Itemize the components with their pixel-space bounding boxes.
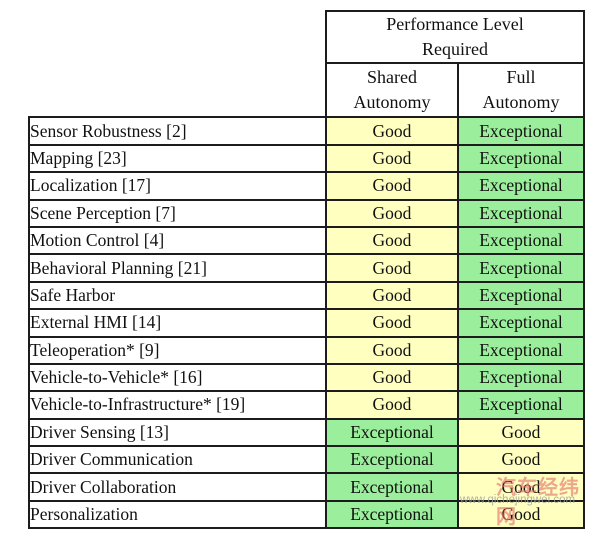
- table-row: Safe Harbor Good Exceptional: [28, 280, 585, 311]
- table-row: Vehicle-to-Vehicle* [16] Good Exceptiona…: [28, 362, 585, 393]
- shared-autonomy-cell: Good: [325, 362, 459, 393]
- shared-autonomy-cell: Good: [325, 198, 459, 228]
- table-row: Driver Communication Exceptional Good: [28, 445, 585, 475]
- full-autonomy-cell: Exceptional: [457, 225, 585, 256]
- full-autonomy-cell: Exceptional: [457, 143, 585, 174]
- capability-label: External HMI [14]: [28, 308, 327, 338]
- table-row: Personalization Exceptional Good: [28, 499, 585, 530]
- col-header-shared-line1: Shared: [367, 67, 417, 88]
- capability-label: Vehicle-to-Infrastructure* [19]: [28, 390, 327, 420]
- shared-autonomy-cell: Good: [325, 390, 459, 420]
- shared-autonomy-cell: Exceptional: [325, 445, 459, 475]
- table-title-row: Performance Level Required: [29, 9, 585, 65]
- full-autonomy-cell: Good: [457, 499, 585, 530]
- column-header-row: Shared Autonomy Full Autonomy: [29, 62, 585, 119]
- full-autonomy-cell: Exceptional: [457, 308, 585, 338]
- capability-label: Driver Sensing [13]: [28, 417, 327, 448]
- performance-level-table: Performance Level Required Shared Autono…: [28, 9, 585, 530]
- capability-label: Vehicle-to-Vehicle* [16]: [28, 362, 327, 393]
- capability-label: Behavioral Planning [21]: [28, 253, 327, 283]
- capability-label: Safe Harbor: [28, 280, 327, 311]
- shared-autonomy-cell: Exceptional: [325, 499, 459, 530]
- shared-autonomy-cell: Good: [325, 253, 459, 283]
- table-row: Mapping [23] Good Exceptional: [28, 143, 585, 174]
- table-title: Performance Level Required: [325, 9, 585, 65]
- table-title-line1: Performance Level: [386, 14, 524, 34]
- full-autonomy-cell: Exceptional: [457, 116, 585, 146]
- full-autonomy-cell: Exceptional: [457, 198, 585, 228]
- capability-label: Teleoperation* [9]: [28, 335, 327, 365]
- capability-label: Scene Perception [7]: [28, 198, 327, 228]
- full-autonomy-cell: Exceptional: [457, 171, 585, 201]
- shared-autonomy-cell: Good: [325, 171, 459, 201]
- table-row: Scene Perception [7] Good Exceptional: [28, 198, 585, 228]
- capability-label: Mapping [23]: [28, 143, 327, 174]
- capability-label: Driver Collaboration: [28, 472, 327, 502]
- table-row: Teleoperation* [9] Good Exceptional: [28, 335, 585, 365]
- shared-autonomy-cell: Exceptional: [325, 472, 459, 502]
- full-autonomy-cell: Good: [457, 417, 585, 448]
- full-autonomy-cell: Exceptional: [457, 280, 585, 311]
- capability-label: Driver Communication: [28, 445, 327, 475]
- col-header-shared-autonomy: Shared Autonomy: [325, 62, 459, 119]
- table-row: Vehicle-to-Infrastructure* [19] Good Exc…: [28, 390, 585, 420]
- table-row: Driver Collaboration Exceptional Good: [28, 472, 585, 502]
- table-row: Behavioral Planning [21] Good Exceptiona…: [28, 253, 585, 283]
- full-autonomy-cell: Good: [457, 472, 585, 502]
- shared-autonomy-cell: Good: [325, 143, 459, 174]
- col-header-full-autonomy: Full Autonomy: [457, 62, 585, 119]
- shared-autonomy-cell: Good: [325, 308, 459, 338]
- capability-label: Motion Control [4]: [28, 225, 327, 256]
- full-autonomy-cell: Exceptional: [457, 253, 585, 283]
- table-row: Sensor Robustness [2] Good Exceptional: [28, 116, 585, 146]
- full-autonomy-cell: Exceptional: [457, 390, 585, 420]
- shared-autonomy-cell: Exceptional: [325, 417, 459, 448]
- col-header-full-line1: Full: [506, 67, 536, 88]
- full-autonomy-cell: Exceptional: [457, 335, 585, 365]
- table-row: Localization [17] Good Exceptional: [28, 171, 585, 201]
- empty-header-cell: [29, 11, 326, 64]
- shared-autonomy-cell: Good: [325, 116, 459, 146]
- full-autonomy-cell: Exceptional: [457, 362, 585, 393]
- table-title-line2: Required: [422, 39, 488, 60]
- table-row: External HMI [14] Good Exceptional: [28, 308, 585, 338]
- col-header-full-line2: Autonomy: [482, 92, 560, 113]
- shared-autonomy-cell: Good: [325, 335, 459, 365]
- col-header-shared-line2: Autonomy: [353, 92, 431, 113]
- full-autonomy-cell: Good: [457, 445, 585, 475]
- capability-label: Sensor Robustness [2]: [28, 116, 327, 146]
- table-row: Driver Sensing [13] Exceptional Good: [28, 417, 585, 448]
- empty-header-cell: [29, 63, 326, 118]
- capability-label: Localization [17]: [28, 171, 327, 201]
- shared-autonomy-cell: Good: [325, 225, 459, 256]
- capability-label: Personalization: [28, 499, 327, 530]
- table-row: Motion Control [4] Good Exceptional: [28, 225, 585, 256]
- shared-autonomy-cell: Good: [325, 280, 459, 311]
